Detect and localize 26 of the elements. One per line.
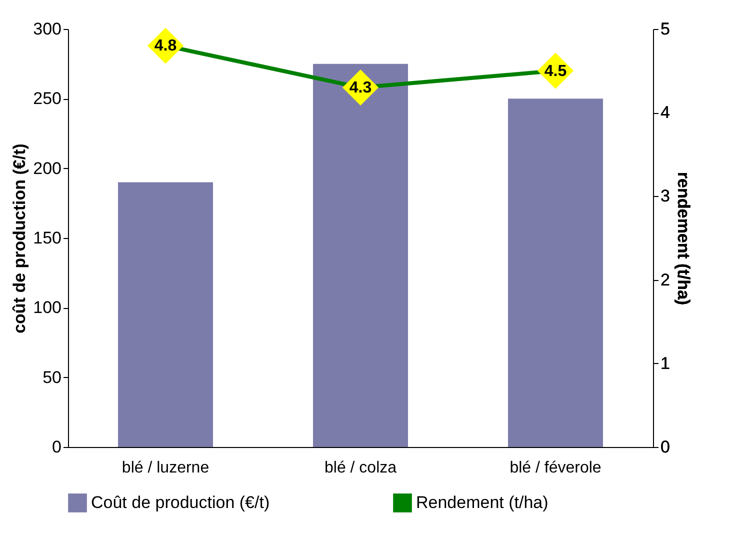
y-tick-label: 150: [33, 228, 62, 248]
y-tick-label: 250: [33, 89, 62, 108]
data-label: 4.8: [154, 38, 177, 55]
y-axis-title: coût de production (€/t): [10, 144, 30, 334]
x-tick-label: blé / féverole: [510, 460, 602, 476]
y-tick-label: 100: [33, 298, 62, 318]
y2-axis-title: rendement (t/ha): [674, 172, 693, 306]
data-label: 4.3: [349, 80, 372, 97]
y2-tick-label: 2: [660, 270, 670, 290]
y-tick-label: 300: [33, 20, 62, 38]
y2-tick-label: 3: [660, 186, 670, 206]
legend-label: Rendement (t/ha): [416, 492, 548, 512]
y2-tick-label: 1: [660, 354, 670, 373]
data-label: 4.5: [544, 62, 567, 80]
bar: [313, 64, 408, 447]
legend-label: Coût de production (€/t): [91, 492, 270, 512]
bar: [118, 182, 213, 447]
y-tick-label: 200: [33, 158, 62, 178]
x-tick-label: blé / luzerne: [122, 460, 210, 476]
y2-tick-label: 5: [660, 20, 670, 38]
y2-tick-label: 0: [660, 438, 670, 456]
x-tick-label: blé / colza: [324, 460, 397, 476]
y-tick-label: 0: [52, 438, 62, 456]
y2-tick-label: 4: [660, 103, 670, 122]
y-tick-label: 50: [42, 368, 62, 387]
bar: [508, 98, 603, 447]
